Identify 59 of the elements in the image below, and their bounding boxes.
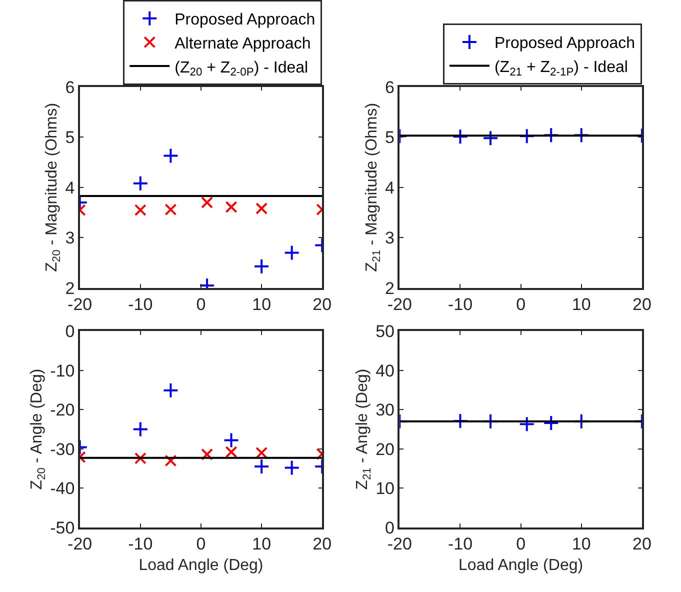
point <box>164 454 177 467</box>
point <box>254 458 270 475</box>
point <box>201 196 214 208</box>
point <box>256 202 268 215</box>
point <box>254 258 270 274</box>
x-tick-label: 20 <box>312 295 332 314</box>
x-axis-title: Load Angle (Deg) <box>138 556 264 574</box>
x-tick-label: -10 <box>448 295 473 314</box>
x-tick-label: 0 <box>196 295 206 314</box>
y-tick-label: 50 <box>376 322 395 342</box>
x-tick-label: 10 <box>252 534 272 554</box>
y-tick-label: 5 <box>65 128 75 148</box>
point <box>223 432 240 448</box>
x-tick-label: -10 <box>128 295 153 314</box>
legend-label: (Z$_{21}$ + Z$_{2-1P}$) - Ideal <box>494 59 628 78</box>
y-tick-label: -20 <box>50 400 75 420</box>
x-tick-label: -10 <box>128 534 153 554</box>
y-tick-label: 6 <box>65 78 75 97</box>
legend-label: Proposed Approach <box>174 12 316 29</box>
point <box>162 148 179 164</box>
point <box>284 460 300 476</box>
x-tick-label: 10 <box>572 295 591 314</box>
x-tick-label: 10 <box>572 534 591 554</box>
y-tick-label: 3 <box>65 228 75 248</box>
y-tick-label: 0 <box>385 518 395 538</box>
point <box>201 448 214 460</box>
point <box>284 244 300 261</box>
legend-label: (Z$_{20}$ + Z$_{2-0P}$) - Ideal <box>174 59 308 79</box>
y-tick-label: 3 <box>385 228 395 248</box>
y-tick-label: 2 <box>385 278 395 298</box>
x-tick-label: 0 <box>516 295 526 314</box>
x-tick-label: 20 <box>632 295 652 314</box>
y-tick-label: -10 <box>50 361 75 380</box>
y-tick-label: 30 <box>376 400 395 420</box>
x-tick-label: -10 <box>448 534 473 554</box>
x-axis-title: Load Angle (Deg) <box>458 556 584 574</box>
y-tick-label: 4 <box>385 178 395 198</box>
point <box>225 201 238 214</box>
point <box>164 204 177 216</box>
y-tick-label: 20 <box>376 440 395 459</box>
y-tick-label: -40 <box>50 479 75 498</box>
y-tick-label: 40 <box>376 361 395 380</box>
x-tick-label: 0 <box>516 534 526 554</box>
y-tick-label: 10 <box>376 479 395 498</box>
x-tick-label: 0 <box>196 534 206 554</box>
x-tick-label: 20 <box>632 534 652 554</box>
y-tick-label: 0 <box>65 322 75 342</box>
point <box>225 446 238 458</box>
y-tick-label: 2 <box>65 278 75 298</box>
y-tick-label: 4 <box>65 178 75 198</box>
y-tick-label: -30 <box>50 440 75 459</box>
y-tick-label: -50 <box>50 518 75 538</box>
point <box>162 382 179 398</box>
legend-label: Alternate Approach <box>174 35 311 52</box>
y-tick-label: 6 <box>385 78 395 97</box>
x-tick-label: 10 <box>252 295 272 314</box>
legend-label: Proposed Approach <box>494 35 636 52</box>
y-tick-label: 5 <box>385 128 395 148</box>
x-tick-label: 20 <box>312 534 332 554</box>
